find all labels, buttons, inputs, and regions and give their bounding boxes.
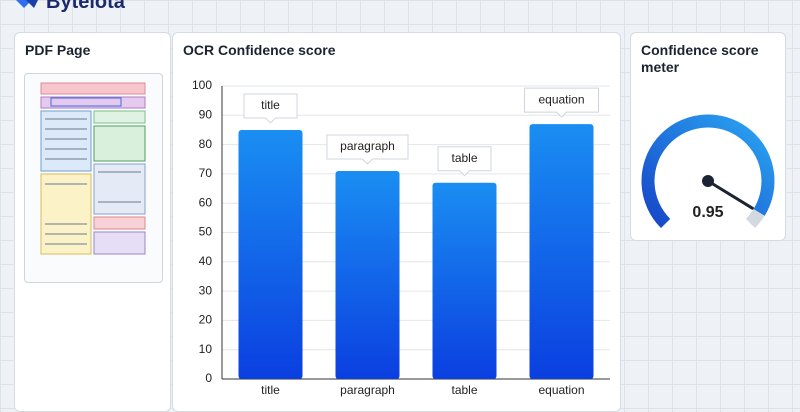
gauge-title: Confidence score meter xyxy=(641,42,759,75)
y-tick-label: 100 xyxy=(192,78,212,92)
gauge-needle xyxy=(706,179,754,210)
chart-title: OCR Confidence score xyxy=(183,42,336,58)
x-tick-label: table xyxy=(451,383,477,397)
y-tick-label: 10 xyxy=(199,342,213,356)
y-tick-label: 40 xyxy=(199,254,213,268)
gauge-value: 0.95 xyxy=(692,204,723,221)
y-tick-label: 90 xyxy=(199,107,213,121)
bar xyxy=(238,129,303,379)
tooltip-box xyxy=(243,93,298,124)
chart: 0 10 20 30 40 50 60 70 80 90 100 title title paragrap… xyxy=(192,78,775,397)
bar xyxy=(335,170,400,379)
tooltip-label: table xyxy=(451,151,477,165)
x-tick-label: paragraph xyxy=(340,383,395,397)
panel-title: PDF Page xyxy=(25,42,91,58)
y-tick-label: 80 xyxy=(199,137,213,151)
tooltip-box xyxy=(524,87,599,118)
y-tick-label: 20 xyxy=(199,313,213,327)
y-tick-label: 60 xyxy=(199,195,213,209)
y-tick-label: 50 xyxy=(199,225,213,239)
pdf-panel: PDF Page xyxy=(14,32,171,412)
y-tick-label: 70 xyxy=(199,166,213,180)
y-tick-label: 0 xyxy=(205,371,212,385)
tooltip-label: title xyxy=(261,98,280,112)
x-tick-label: title xyxy=(261,383,280,397)
gauge-hub xyxy=(702,175,714,187)
tooltip-box xyxy=(437,146,492,177)
pdf-layout xyxy=(40,82,146,255)
y-tick-label: 30 xyxy=(199,283,213,297)
gauge-fill xyxy=(641,114,775,229)
tooltip-label: paragraph xyxy=(340,139,395,153)
brand: Bytelota xyxy=(46,0,125,13)
bar xyxy=(529,124,594,379)
tooltip-label: equation xyxy=(538,92,584,106)
tooltip-box xyxy=(326,134,409,165)
bar xyxy=(432,182,497,379)
pdf-thumbnail xyxy=(24,73,163,283)
logo-icon xyxy=(16,0,38,8)
x-tick-label: equation xyxy=(538,383,584,397)
